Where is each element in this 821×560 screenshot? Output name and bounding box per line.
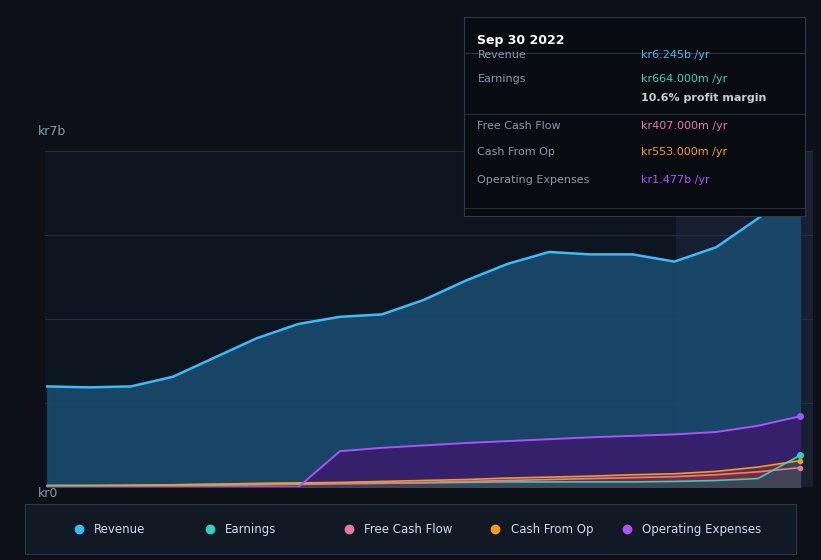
Text: kr0: kr0 [38,487,57,500]
Text: 2020: 2020 [479,514,511,527]
Text: kr407.000m /yr: kr407.000m /yr [641,121,727,131]
Text: kr1.477b /yr: kr1.477b /yr [641,175,709,185]
Text: Cash From Op: Cash From Op [511,522,594,536]
Text: 2016: 2016 [50,514,81,527]
Text: kr7b: kr7b [38,125,66,138]
Text: kr6.245b /yr: kr6.245b /yr [641,50,709,60]
Text: Cash From Op: Cash From Op [478,147,555,157]
Text: 2018: 2018 [264,514,296,527]
Text: 2017: 2017 [157,514,189,527]
Text: Operating Expenses: Operating Expenses [642,522,761,536]
Text: Sep 30 2022: Sep 30 2022 [478,34,565,47]
Text: 2019: 2019 [372,514,404,527]
Text: Earnings: Earnings [225,522,277,536]
Text: Revenue: Revenue [478,50,526,60]
Text: Revenue: Revenue [94,522,145,536]
Text: 10.6% profit margin: 10.6% profit margin [641,94,767,104]
Text: Free Cash Flow: Free Cash Flow [365,522,452,536]
Text: 2021: 2021 [587,514,619,527]
Bar [676,151,821,487]
Text: Operating Expenses: Operating Expenses [478,175,589,185]
Text: kr553.000m /yr: kr553.000m /yr [641,147,727,157]
Text: 2022: 2022 [695,514,727,527]
Text: Free Cash Flow: Free Cash Flow [478,121,561,131]
Text: Earnings: Earnings [478,73,526,83]
Text: kr664.000m /yr: kr664.000m /yr [641,73,727,83]
